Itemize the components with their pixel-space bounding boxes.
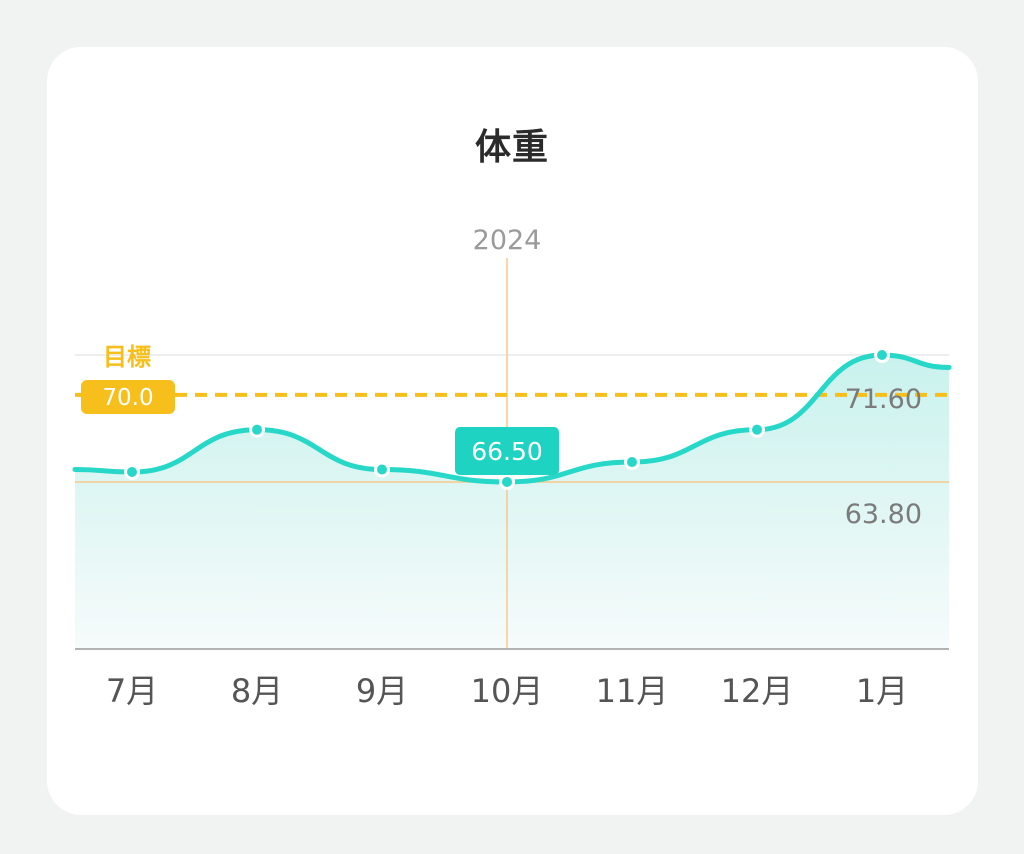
area-fill (75, 355, 949, 648)
x-tick-label: 1月 (856, 672, 908, 710)
data-point-3[interactable] (502, 476, 512, 487)
selected-value-text: 66.50 (471, 437, 543, 466)
x-tick-label: 11月 (596, 672, 669, 710)
data-point-5[interactable] (752, 424, 762, 435)
data-point-0[interactable] (127, 467, 137, 478)
data-point-4[interactable] (627, 457, 637, 468)
min-value-label: 63.80 (845, 499, 922, 530)
data-point-6[interactable] (877, 350, 887, 360)
x-tick-label: 7月 (106, 672, 158, 710)
max-value-label: 71.60 (845, 384, 922, 415)
series-line (72, 352, 952, 485)
goal-value-text: 70.0 (102, 385, 153, 411)
year-label: 2024 (473, 225, 542, 256)
x-tick-label: 8月 (231, 672, 283, 710)
goal-value-badge (81, 380, 175, 414)
goal-label: 目標 (103, 343, 151, 371)
selected-value-tooltip (455, 427, 559, 475)
data-point-2[interactable] (377, 464, 387, 475)
x-tick-label: 12月 (721, 672, 794, 710)
x-tick-label: 10月 (471, 672, 544, 710)
chart-title: 体重 (474, 127, 549, 168)
x-tick-label: 9月 (356, 672, 408, 710)
data-point-1[interactable] (252, 424, 262, 435)
